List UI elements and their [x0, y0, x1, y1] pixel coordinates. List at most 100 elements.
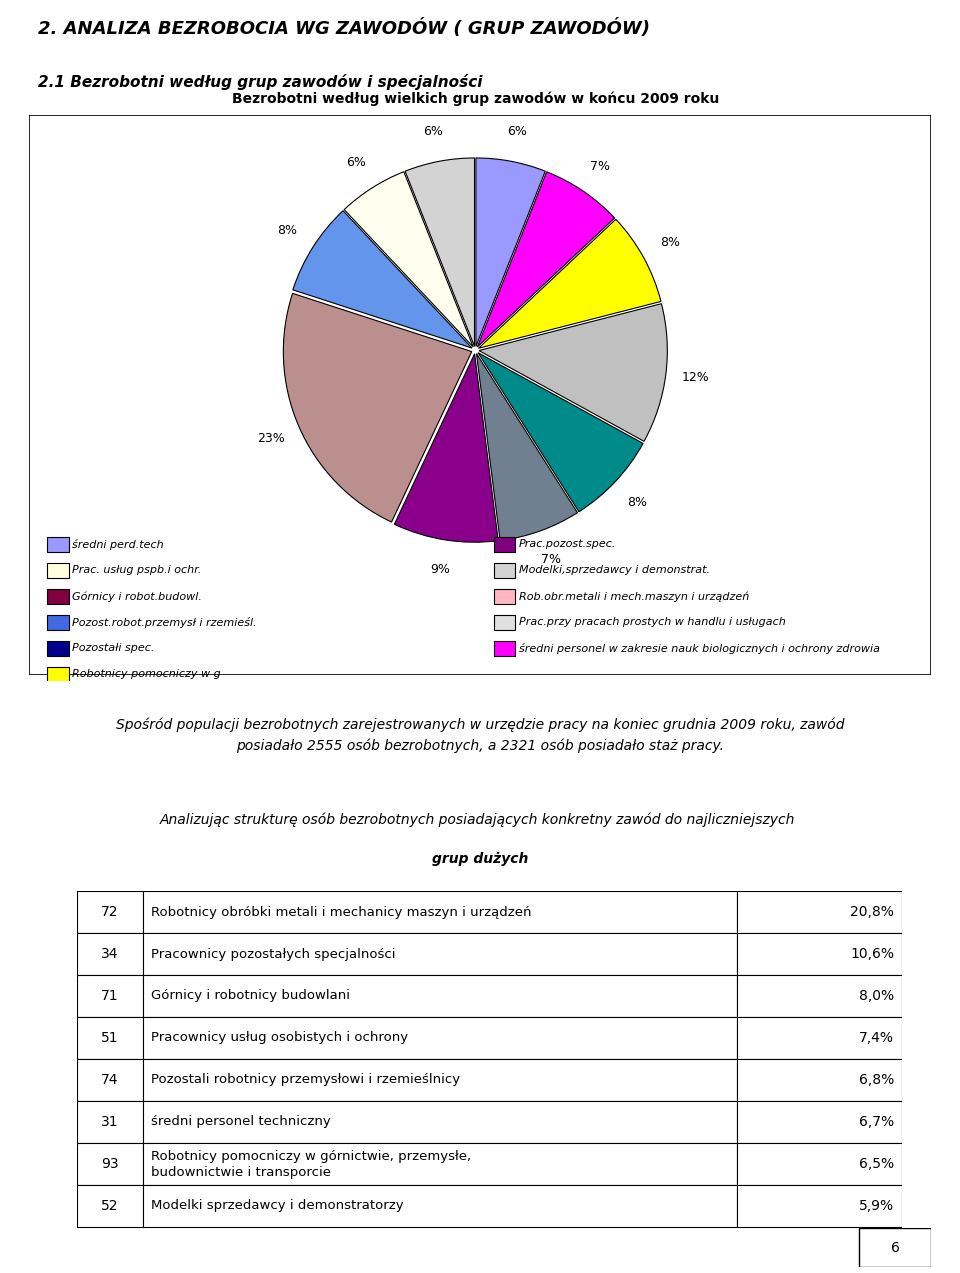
Text: 5,9%: 5,9%: [859, 1199, 894, 1213]
Wedge shape: [345, 172, 473, 348]
Bar: [143, 975, 737, 1017]
Wedge shape: [283, 293, 471, 522]
Wedge shape: [293, 211, 472, 348]
Text: 2. ANALIZA BEZROBOCIA WG ZAWODÓW ( GRUP ZAWODÓW): 2. ANALIZA BEZROBOCIA WG ZAWODÓW ( GRUP …: [37, 19, 650, 38]
Text: średni personel w zakresie nauk biologicznych i ochrony zdrowia: średni personel w zakresie nauk biologic…: [518, 643, 879, 654]
Wedge shape: [476, 158, 545, 346]
Bar: [47, 667, 69, 682]
Bar: [737, 1059, 902, 1101]
Bar: [77, 891, 143, 933]
Text: 9%: 9%: [430, 563, 450, 577]
Text: 8%: 8%: [660, 237, 680, 250]
Text: Robotnicy pomocniczy w g: Robotnicy pomocniczy w g: [72, 670, 221, 680]
Wedge shape: [476, 354, 577, 541]
Bar: [737, 933, 902, 975]
Text: Górnicy i robotnicy budowlani: Górnicy i robotnicy budowlani: [151, 989, 350, 1002]
Text: 52: 52: [101, 1199, 119, 1213]
Text: Spośród populacji bezrobotnych zarejestrowanych w urzędzie pracy na koniec grudn: Spośród populacji bezrobotnych zarejestr…: [116, 718, 844, 752]
Bar: [77, 933, 143, 975]
Wedge shape: [479, 304, 667, 442]
Text: Górnicy i robot.budowl.: Górnicy i robot.budowl.: [72, 591, 203, 602]
Bar: [737, 1143, 902, 1185]
Bar: [859, 1228, 931, 1267]
Bar: [737, 891, 902, 933]
Text: 23%: 23%: [257, 432, 285, 444]
Text: 7,4%: 7,4%: [859, 1031, 894, 1045]
Text: Robotnicy pomocniczy w górnictwie, przemysłe,: Robotnicy pomocniczy w górnictwie, przem…: [151, 1150, 471, 1164]
Bar: [77, 1059, 143, 1101]
Bar: [77, 1101, 143, 1143]
Text: 71: 71: [101, 989, 119, 1003]
Text: 7%: 7%: [590, 159, 611, 173]
Wedge shape: [405, 158, 474, 346]
Bar: [143, 933, 737, 975]
Bar: [47, 537, 69, 552]
Text: 31: 31: [101, 1115, 119, 1129]
Bar: [47, 615, 69, 630]
Text: 93: 93: [101, 1157, 119, 1171]
Text: Modelki,sprzedawcy i demonstrat.: Modelki,sprzedawcy i demonstrat.: [518, 565, 709, 575]
Text: średni perd.tech: średni perd.tech: [72, 538, 164, 550]
Bar: [493, 640, 516, 656]
Bar: [143, 891, 737, 933]
Bar: [493, 563, 516, 578]
Text: 8,0%: 8,0%: [859, 989, 894, 1003]
Bar: [47, 640, 69, 656]
Text: 6,7%: 6,7%: [859, 1115, 894, 1129]
Text: średni personel techniczny: średni personel techniczny: [151, 1115, 331, 1128]
Text: Pracownicy pozostałych specjalności: Pracownicy pozostałych specjalności: [151, 947, 396, 961]
Bar: [493, 537, 516, 552]
Bar: [143, 1185, 737, 1227]
Text: na koniec badanego okresu, należały następujące grupy zawodów:: na koniec badanego okresu, należały nast…: [248, 892, 712, 906]
Text: Pozost.robot.przemysł i rzemieśl.: Pozost.robot.przemysł i rzemieśl.: [72, 616, 257, 628]
Text: 8%: 8%: [627, 495, 647, 509]
Bar: [493, 615, 516, 630]
Bar: [737, 975, 902, 1017]
Text: 20,8%: 20,8%: [851, 905, 894, 919]
Bar: [47, 588, 69, 603]
Bar: [77, 1143, 143, 1185]
Text: 10,6%: 10,6%: [851, 947, 894, 961]
Bar: [77, 1017, 143, 1059]
Text: 34: 34: [101, 947, 119, 961]
Text: 6%: 6%: [423, 125, 444, 139]
Wedge shape: [478, 219, 661, 349]
Text: grup dużych: grup dużych: [432, 853, 528, 866]
Text: 6%: 6%: [347, 155, 366, 169]
Bar: [47, 563, 69, 578]
Bar: [77, 975, 143, 1017]
Text: Pozostałi spec.: Pozostałi spec.: [72, 643, 155, 653]
Text: Prac.pozost.spec.: Prac.pozost.spec.: [518, 540, 616, 550]
Wedge shape: [477, 172, 614, 348]
Text: 12%: 12%: [682, 372, 709, 384]
Text: Analizując strukturę osób bezrobotnych posiadających konkretny zawód do najliczn: Analizując strukturę osób bezrobotnych p…: [160, 812, 800, 826]
Text: Modelki sprzedawcy i demonstratorzy: Modelki sprzedawcy i demonstratorzy: [151, 1199, 404, 1212]
Text: 8%: 8%: [277, 224, 298, 238]
Wedge shape: [478, 353, 643, 512]
Text: 7%: 7%: [540, 552, 561, 565]
Bar: [493, 588, 516, 603]
Bar: [143, 1101, 737, 1143]
Text: 6,8%: 6,8%: [859, 1073, 894, 1087]
Text: Prac. usług pspb.i ochr.: Prac. usług pspb.i ochr.: [72, 565, 202, 575]
Bar: [143, 1017, 737, 1059]
Text: Rob.obr.metali i mech.maszyn i urządzeń: Rob.obr.metali i mech.maszyn i urządzeń: [518, 591, 749, 602]
Text: Pozostali robotnicy przemysłowi i rzemieślnicy: Pozostali robotnicy przemysłowi i rzemie…: [151, 1073, 460, 1086]
Bar: [737, 1185, 902, 1227]
Bar: [143, 1059, 737, 1101]
Wedge shape: [395, 354, 498, 542]
Bar: [737, 1017, 902, 1059]
FancyBboxPatch shape: [29, 115, 931, 675]
Text: 2.1 Bezrobotni według grup zawodów i specjalności: 2.1 Bezrobotni według grup zawodów i spe…: [37, 74, 482, 90]
Bar: [77, 1185, 143, 1227]
Text: Prac.przy pracach prostych w handlu i usługach: Prac.przy pracach prostych w handlu i us…: [518, 617, 785, 628]
Bar: [737, 1101, 902, 1143]
Text: 6: 6: [891, 1241, 900, 1254]
Title: Bezrobotni według wielkich grup zawodów w końcu 2009 roku: Bezrobotni według wielkich grup zawodów …: [231, 92, 719, 107]
Text: 6%: 6%: [507, 125, 527, 139]
Text: Robotnicy obróbki metali i mechanicy maszyn i urządzeń: Robotnicy obróbki metali i mechanicy mas…: [151, 905, 532, 919]
Text: 74: 74: [101, 1073, 119, 1087]
Text: 72: 72: [101, 905, 119, 919]
Text: 51: 51: [101, 1031, 119, 1045]
Text: Pracownicy usług osobistych i ochrony: Pracownicy usług osobistych i ochrony: [151, 1031, 408, 1044]
